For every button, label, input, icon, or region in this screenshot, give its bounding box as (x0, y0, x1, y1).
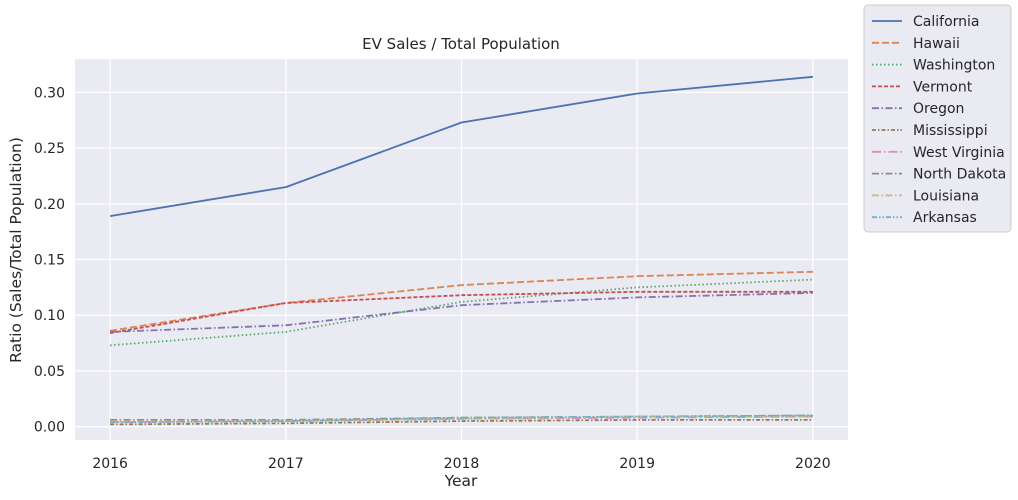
series-line-mississippi (110, 418, 813, 426)
legend: California Hawaii Washington Vermont Oregon M… (863, 4, 1012, 233)
legend-label-oregon: Oregon (913, 101, 964, 117)
legend-label-louisiana: Louisiana (913, 188, 979, 204)
legend-items: California Hawaii Washington Vermont Oregon M… (872, 14, 1006, 226)
legend-label-north-dakota: North Dakota (913, 167, 1006, 183)
series-lines (109, 75, 813, 426)
legend-box (863, 4, 1012, 233)
x-tick-label: 2017 (268, 456, 304, 472)
series-line-oregon (110, 292, 813, 333)
legend-label-washington: Washington (913, 58, 995, 74)
x-tick-label: 2018 (444, 456, 480, 472)
y-tick-label: 0.30 (34, 85, 65, 101)
x-tick-labels: 2016 2017 2018 2019 2020 (92, 456, 830, 472)
series-line-washington (110, 278, 813, 347)
series-line-hawaii (109, 270, 813, 332)
x-tick-label: 2016 (92, 456, 128, 472)
x-tick-label: 2019 (619, 456, 655, 472)
y-tick-label: 0.20 (34, 197, 65, 213)
y-tick-label: 0.00 (34, 420, 65, 436)
series-line-arkansas (110, 414, 813, 424)
y-tick-label: 0.10 (34, 308, 65, 324)
x-axis-title: Year (444, 472, 478, 490)
legend-label-hawaii: Hawaii (913, 36, 960, 52)
series-line-vermont (109, 290, 813, 334)
legend-label-arkansas: Arkansas (913, 210, 977, 226)
series-line-california (109, 75, 813, 217)
y-tick-label: 0.05 (34, 364, 65, 380)
y-tick-labels: 0.00 0.05 0.10 0.15 0.20 0.25 0.30 (34, 85, 65, 435)
chart-title: EV Sales / Total Population (362, 35, 560, 53)
legend-label-vermont: Vermont (913, 79, 973, 95)
x-tick-label: 2020 (795, 456, 831, 472)
y-axis-title: Ratio (Sales/Total Population) (7, 137, 25, 363)
legend-label-california: California (913, 14, 979, 30)
y-tick-label: 0.25 (34, 141, 65, 157)
legend-label-mississippi: Mississippi (913, 123, 988, 139)
y-tick-label: 0.15 (34, 253, 65, 269)
legend-label-west-virginia: West Virginia (913, 145, 1005, 161)
